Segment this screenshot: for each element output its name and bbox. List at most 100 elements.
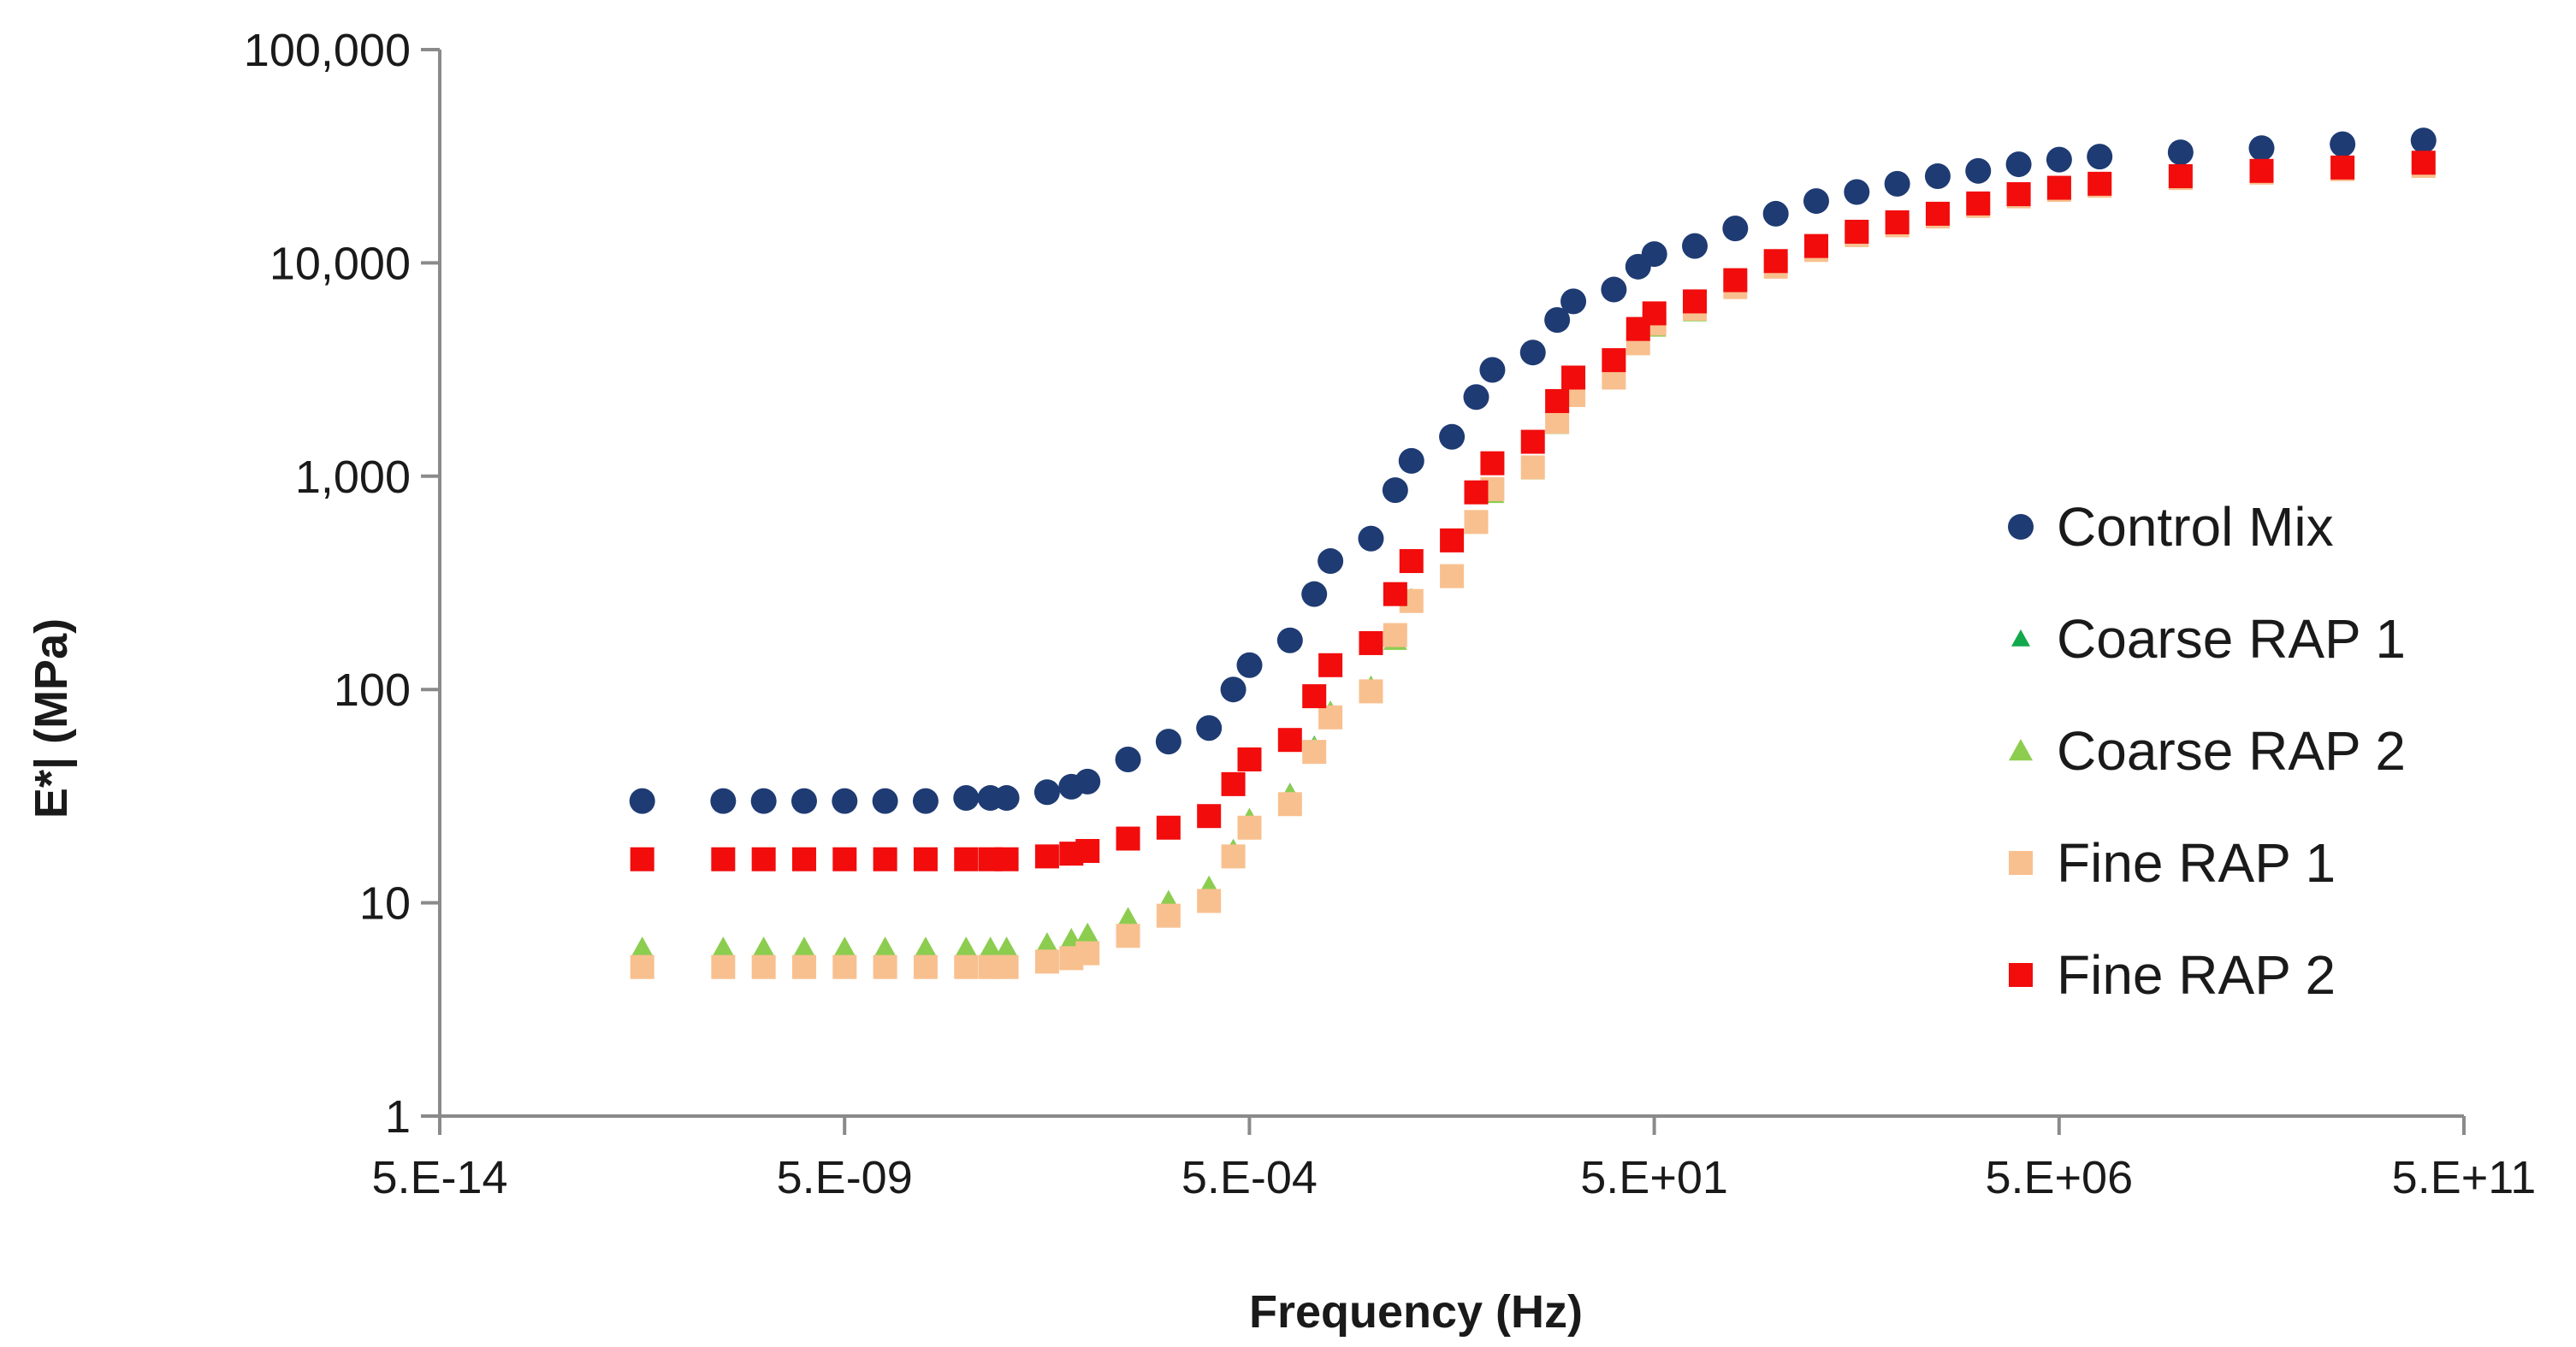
data-point <box>1602 348 1626 373</box>
data-point <box>1601 276 1627 303</box>
data-point <box>2168 164 2193 189</box>
data-point <box>791 847 816 871</box>
data-point <box>1762 200 1789 227</box>
legend-item: Coarse RAP 1 <box>2011 608 2406 670</box>
data-point <box>1197 889 1222 913</box>
data-point <box>1520 429 1545 454</box>
data-point <box>994 847 1019 871</box>
data-point <box>1277 792 1302 817</box>
data-point <box>1383 623 1407 647</box>
data-point <box>1885 210 1910 234</box>
data-point <box>1220 676 1247 703</box>
data-point <box>1844 179 1870 205</box>
x-tick-label: 5.E-09 <box>777 1152 913 1203</box>
data-point <box>1966 191 1991 216</box>
legend-item: Fine RAP 2 <box>2009 944 2336 1006</box>
data-point <box>913 847 938 871</box>
data-point <box>1197 804 1222 829</box>
data-point <box>1075 922 1100 944</box>
data-point <box>1560 288 1587 315</box>
legend-marker <box>2011 629 2030 647</box>
data-point <box>978 936 1003 959</box>
data-point <box>912 788 939 814</box>
y-tick-label: 1 <box>385 1091 411 1143</box>
data-point <box>1277 728 1302 753</box>
y-tick-label: 1,000 <box>295 452 411 503</box>
data-point <box>832 936 857 959</box>
data-point <box>1302 684 1327 709</box>
data-point <box>1925 201 1950 226</box>
data-point <box>1544 307 1571 334</box>
data-point <box>1034 931 1059 954</box>
data-point <box>2087 171 2112 196</box>
x-tick-label: 5.E+11 <box>2392 1152 2537 1203</box>
data-point <box>1763 249 1788 274</box>
legend-item: Coarse RAP 2 <box>2009 720 2406 782</box>
series-fine-rap-2 <box>630 151 2436 871</box>
legend-marker <box>2008 514 2034 540</box>
data-point <box>2330 131 2356 157</box>
data-point <box>751 936 776 959</box>
data-point <box>1399 549 1424 574</box>
data-points <box>629 127 2437 979</box>
data-point <box>953 785 980 812</box>
data-point <box>1237 747 1262 771</box>
data-point <box>1723 268 1748 292</box>
data-point <box>954 936 979 959</box>
axes <box>438 50 2464 1118</box>
data-point <box>711 936 736 959</box>
legend-item: Fine RAP 1 <box>2009 832 2336 894</box>
data-point <box>1034 844 1059 869</box>
data-point <box>2005 151 2032 178</box>
data-point <box>1196 715 1223 741</box>
data-point <box>1318 705 1343 730</box>
series-control-mix <box>629 127 2437 814</box>
data-point <box>2167 139 2194 166</box>
data-point <box>954 847 979 871</box>
data-point <box>2087 144 2113 170</box>
data-point <box>1561 365 1586 390</box>
data-point <box>1642 301 1667 326</box>
data-point <box>1464 510 1489 535</box>
data-point <box>1276 627 1303 653</box>
data-point <box>1115 746 1141 772</box>
data-point <box>630 936 654 959</box>
data-point <box>2006 182 2031 207</box>
data-point <box>2411 151 2436 175</box>
data-point <box>1359 679 1383 704</box>
data-point <box>994 936 1019 959</box>
x-ticks: 5.E-14 5.E-09 5.E-04 5.E+01 5.E+06 5.E+11 <box>371 1116 2536 1203</box>
data-point <box>1463 384 1489 411</box>
data-point <box>1155 729 1181 755</box>
data-point <box>1116 907 1140 929</box>
data-point <box>791 788 817 814</box>
data-point <box>711 847 736 871</box>
data-point <box>1383 582 1407 606</box>
y-axis-title: E*| (MPa) <box>26 618 78 818</box>
data-point <box>1033 779 1060 806</box>
legend-label: Fine RAP 1 <box>2057 832 2336 894</box>
data-point <box>1545 388 1570 413</box>
data-point <box>2410 127 2437 154</box>
x-tick-label: 5.E+01 <box>1580 1152 1728 1203</box>
data-point <box>1382 477 1408 504</box>
data-point <box>751 847 776 871</box>
y-ticks: 1 10 100 1,000 10,000 100,000 <box>244 25 440 1143</box>
data-point <box>1237 815 1262 840</box>
legend-label: Fine RAP 2 <box>2057 944 2336 1006</box>
legend-item: Control Mix <box>2008 496 2334 558</box>
data-point <box>1358 525 1384 552</box>
data-point <box>1221 844 1246 869</box>
data-point <box>993 785 1020 812</box>
data-point <box>873 936 897 959</box>
data-point <box>1803 233 1828 258</box>
data-point <box>1965 157 1992 184</box>
data-point <box>1519 340 1546 366</box>
legend-marker <box>2009 963 2033 987</box>
data-point <box>1803 188 1829 215</box>
data-point <box>913 936 938 959</box>
data-point <box>994 954 1019 979</box>
data-point <box>872 788 898 814</box>
data-point <box>832 847 857 871</box>
